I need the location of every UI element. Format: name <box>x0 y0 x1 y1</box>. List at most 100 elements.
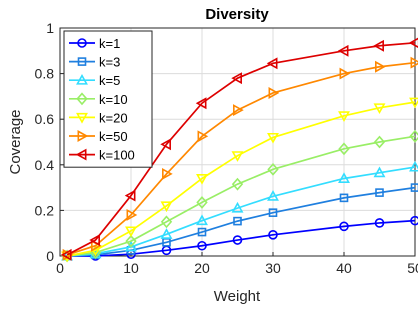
data-point <box>373 39 384 52</box>
legend-label: k=100 <box>99 148 135 163</box>
series-k-100 <box>60 37 418 261</box>
data-point <box>196 174 208 185</box>
series-line <box>66 101 416 257</box>
data-point <box>339 193 349 203</box>
data-point <box>124 189 136 202</box>
data-point <box>373 135 386 149</box>
data-point <box>410 215 418 226</box>
data-point <box>410 183 418 192</box>
data-point <box>409 160 418 172</box>
legend-entry: k=3 <box>69 55 120 70</box>
x-axis-label: Weight <box>214 288 261 305</box>
data-point <box>60 248 72 261</box>
data-point <box>409 129 418 143</box>
legend-marker <box>76 92 88 106</box>
legend-marker <box>77 130 89 142</box>
data-point <box>268 229 278 240</box>
legend-label: k=5 <box>99 73 120 88</box>
legend-label: k=3 <box>99 55 120 70</box>
legend-entry: k=10 <box>69 92 128 107</box>
legend: k=1 k=3 k=5 k=10 k=20 k=50 k=100 <box>63 30 153 168</box>
data-point <box>267 190 279 201</box>
legend-marker <box>77 38 87 48</box>
data-point <box>339 67 351 80</box>
y-tick-label: 0.4 <box>35 157 55 173</box>
data-point <box>408 37 418 48</box>
data-point <box>231 201 244 213</box>
x-tick-label: 10 <box>123 260 139 276</box>
data-point <box>160 138 171 151</box>
data-point <box>160 228 173 239</box>
y-tick-label: 0.6 <box>35 111 55 127</box>
legend-entry: k=5 <box>69 73 120 88</box>
data-point <box>89 234 100 246</box>
x-tick-label: 0 <box>56 260 64 276</box>
y-axis-label: Coverage <box>7 109 24 174</box>
chart-title: Diversity <box>205 6 269 23</box>
legend-entry: k=20 <box>69 110 128 125</box>
y-tick-label: 0 <box>46 248 54 264</box>
data-point <box>232 235 243 245</box>
data-point <box>160 201 173 213</box>
series-line <box>67 166 416 257</box>
data-point <box>162 167 173 180</box>
x-tick-label: 30 <box>265 260 281 276</box>
legend-marker <box>75 148 87 161</box>
legend-entry: k=1 <box>69 36 120 51</box>
data-point <box>339 221 349 232</box>
x-tick-label: 20 <box>194 260 210 276</box>
x-tick-label: 40 <box>336 260 352 276</box>
series-line <box>66 135 416 257</box>
y-tick-label: 0.2 <box>35 202 55 218</box>
data-point <box>125 240 137 252</box>
legend-marker <box>77 57 87 66</box>
data-point <box>266 57 278 70</box>
data-point <box>233 104 244 117</box>
data-point <box>267 132 279 144</box>
series-line <box>66 41 416 256</box>
data-point <box>337 44 349 57</box>
legend-entry: k=100 <box>69 148 135 163</box>
series-line <box>66 61 416 256</box>
data-point <box>373 103 386 115</box>
legend-marker <box>76 112 88 124</box>
legend-label: k=20 <box>99 110 128 125</box>
series-line <box>67 186 416 257</box>
data-point <box>231 72 242 85</box>
data-point <box>125 226 137 238</box>
data-point <box>196 196 208 209</box>
legend-label: k=50 <box>99 129 128 144</box>
data-point <box>375 188 384 197</box>
data-point <box>373 166 386 178</box>
data-point <box>268 87 280 99</box>
data-point <box>410 56 418 69</box>
legend-label: k=10 <box>99 92 128 107</box>
data-point <box>375 60 386 73</box>
y-tick-label: 1 <box>46 20 54 36</box>
series-layer <box>60 37 418 263</box>
data-point <box>197 227 207 237</box>
data-point <box>338 142 350 156</box>
data-point <box>197 130 209 143</box>
data-point <box>126 209 138 221</box>
legend-marker <box>76 73 88 85</box>
series-line <box>67 219 416 257</box>
data-point <box>268 208 278 217</box>
series-k-50 <box>62 56 418 261</box>
data-point <box>197 240 207 251</box>
data-point <box>195 97 207 110</box>
legend-label: k=1 <box>99 36 120 51</box>
data-point <box>233 216 242 226</box>
data-point <box>231 151 244 162</box>
series-k-5 <box>61 160 418 261</box>
y-tick-label: 0.8 <box>35 66 55 82</box>
data-point <box>160 215 173 229</box>
data-point <box>409 97 418 109</box>
data-point <box>338 111 350 123</box>
data-point <box>267 162 279 176</box>
tick-labels: 0 10 20 30 40 50 0 0.2 0.4 0.6 0.8 1 <box>35 20 418 276</box>
data-point <box>338 172 350 183</box>
x-tick-label: 50 <box>407 260 418 276</box>
legend-entry: k=50 <box>69 129 128 144</box>
